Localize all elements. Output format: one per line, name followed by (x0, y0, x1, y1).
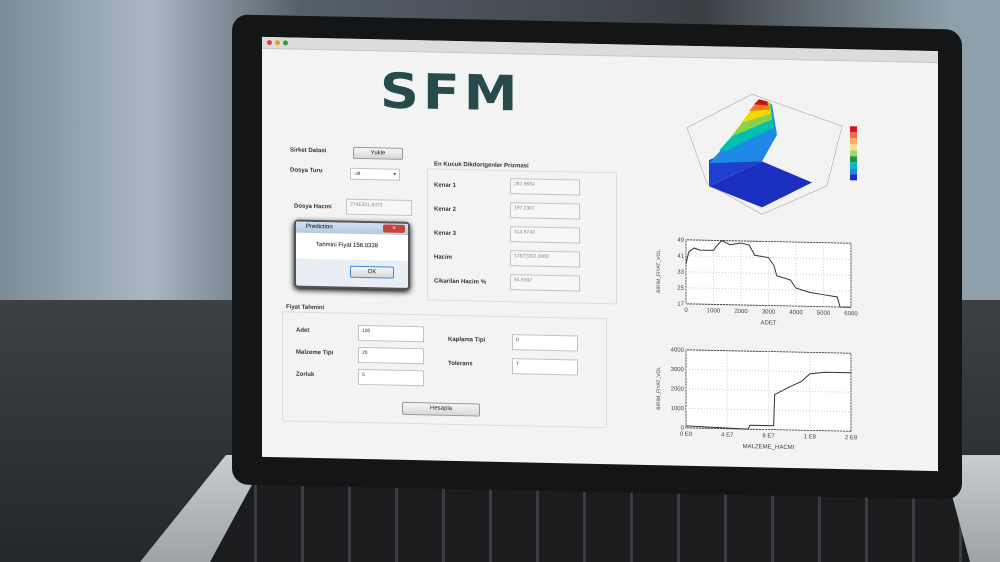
fiyat-input[interactable]: 5 (358, 368, 424, 387)
y-tick-label: 1000 (671, 406, 685, 412)
surface-peak (754, 99, 768, 106)
colorbar-swatch (850, 174, 857, 181)
malzeme-hacmi-line-chart: 0 E0 4 E7 8 E7 1 E8 2 E8 0 1000 2000 3000 4000 MAL… (656, 347, 858, 451)
minimize-icon[interactable] (275, 40, 280, 46)
fiyat-input[interactable]: 0 (512, 334, 578, 352)
y-tick-label: 41 (677, 254, 684, 260)
x-tick-label: 5000 (817, 311, 831, 317)
y-gridline (686, 255, 851, 260)
y-tick-label: 33 (677, 270, 684, 276)
dosya-turu-value: .stl (354, 170, 361, 177)
y-gridline (686, 287, 851, 292)
y-gridline (686, 239, 851, 244)
dialog-title: Prediction (306, 223, 333, 231)
plot-box (686, 93, 843, 215)
y-gridline (686, 388, 851, 393)
prizma-label: Hacim (434, 254, 453, 261)
y-gridline (686, 303, 851, 308)
x-tick-label: 1000 (707, 308, 721, 314)
y-gridline (686, 368, 851, 374)
dialog-message: Tahmini Fiyat 158.0338 (296, 232, 408, 261)
x-tick-label: 2000 (734, 309, 748, 315)
maximize-icon[interactable] (283, 40, 288, 46)
x-tick-label: 4000 (789, 310, 803, 316)
y-tick-label: 49 (677, 238, 684, 244)
fiyat-label: Tolerans (448, 360, 473, 368)
prizma-label: Kenar 2 (434, 206, 457, 213)
series-line (685, 239, 851, 308)
colorbar-swatch (850, 168, 857, 175)
hesapla-button[interactable]: Hesapla (402, 401, 480, 417)
fiyat-label: Adet (296, 327, 310, 334)
x-tick-label: 0 (684, 308, 688, 314)
x-tick-label: 1 E8 (804, 434, 817, 440)
sirket-datasi-label: Sirket Datasi (290, 147, 327, 155)
y-tick-label: 25 (677, 286, 684, 292)
y-tick-label: 0 (681, 426, 685, 432)
fiyat-label: Kaplama Tipi (448, 336, 486, 344)
fiyat-label: Zorluk (296, 371, 315, 379)
dialog-close-button[interactable]: × (383, 224, 405, 233)
prediction-dialog: Prediction × Tahmini Fiyat 158.0338 OK (294, 219, 410, 291)
y-gridline (686, 349, 851, 354)
prizma-value-field[interactable]: 314.6740 (510, 226, 580, 244)
x-tick-label: 8 E7 (762, 433, 775, 439)
yukle-button[interactable]: Yukle (353, 146, 403, 160)
y-gridline (686, 427, 851, 432)
prizma-value-field[interactable]: 287.9684 (510, 178, 580, 196)
x-tick-label: 4 E7 (721, 433, 734, 439)
x-tick-label: 6000 (844, 311, 858, 317)
colorbar-swatch (850, 144, 857, 151)
app-logo: SFM (380, 62, 522, 123)
x-tick-label: 3000 (762, 309, 776, 315)
prizma-label: Cikarilan Hacim % (434, 278, 487, 286)
y-tick-label: 17 (677, 302, 684, 308)
y-tick-label: 3000 (671, 367, 685, 373)
prizma-value-field[interactable]: 84.6392 (510, 274, 580, 292)
dialog-titlebar: Prediction × (296, 221, 408, 235)
dosya-turu-label: Dosya Turu (290, 167, 323, 175)
surface-base (709, 161, 812, 208)
colorbar-swatch (850, 138, 857, 145)
x-axis-label: ADET (760, 320, 776, 326)
colorbar-swatch (850, 156, 857, 163)
colorbar-swatch (850, 150, 857, 157)
prizma-value-field[interactable]: 197.2307 (510, 202, 580, 220)
fiyat-input[interactable]: 100 (358, 324, 424, 343)
fiyat-input[interactable]: 7 (512, 358, 578, 376)
prizma-label: Kenar 3 (434, 230, 457, 237)
colorbar-swatch (850, 132, 857, 139)
dosya-hacmi-field[interactable]: 274E321.8473 (346, 198, 412, 217)
series-line (685, 371, 851, 430)
dosya-turu-select[interactable]: .stl ▾ (350, 167, 400, 181)
y-tick-label: 4000 (671, 347, 685, 353)
x-axis-label: MALZEME_HACMI (743, 444, 795, 451)
prizma-value-field[interactable]: 17872302.0000 (510, 250, 580, 268)
surface-plot (686, 93, 857, 215)
fiyat-label: Malzeme Tipi (296, 349, 334, 357)
x-tick-label: 0 E0 (680, 432, 693, 438)
colorbar-swatch (850, 126, 857, 133)
chevron-down-icon: ▾ (393, 171, 396, 178)
close-icon[interactable] (267, 40, 272, 46)
fiyat-title: Fiyat Tahmini (286, 304, 325, 312)
y-axis-label: BIRIM_FIYAT_VOL (656, 367, 662, 410)
y-axis-label: BIRIM_FIYAT_VOL (656, 250, 662, 293)
fiyat-input[interactable]: 20 (358, 346, 424, 365)
dosya-hacmi-label: Dosya Hacmi (294, 203, 332, 211)
dialog-ok-button[interactable]: OK (350, 265, 394, 279)
y-gridline (686, 407, 851, 413)
adet-line-chart: 0 1000 2000 3000 4000 5000 6000 17 25 33 41 49 ADET B… (656, 238, 858, 327)
colorbar-swatch (850, 162, 857, 169)
y-tick-label: 2000 (671, 386, 685, 392)
y-gridline (686, 271, 851, 276)
prizma-label: Kenar 1 (434, 182, 457, 189)
app-window: SFM Sirket Datasi Yukle Dosya Turu .stl ▾… (262, 36, 938, 472)
x-tick-label: 2 E8 (845, 435, 858, 441)
